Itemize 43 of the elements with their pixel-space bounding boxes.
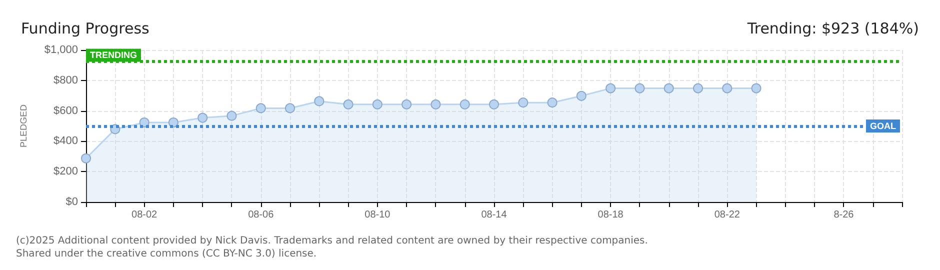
chart-subtitle: Trending: $923 (184%) bbox=[746, 20, 920, 38]
x-tick-label: 08-14 bbox=[481, 210, 508, 220]
y-tick-label: $400 bbox=[54, 135, 78, 148]
point bbox=[722, 83, 732, 94]
point bbox=[547, 98, 558, 108]
text: (c)2025 Additional content provided by Nick Davis. Trademarks and related content are owned by their respective companies. bbox=[16, 236, 648, 246]
x-tick-label: 08-22 bbox=[714, 210, 740, 220]
point bbox=[460, 99, 470, 110]
point bbox=[168, 118, 178, 128]
point bbox=[576, 90, 586, 101]
chart-title: Funding Progress bbox=[21, 20, 150, 38]
ref-line-label: GOAL bbox=[870, 121, 896, 131]
ref-line-label: TRENDING bbox=[90, 50, 137, 60]
x-tick-label: 8-26 bbox=[834, 210, 854, 220]
point bbox=[372, 99, 382, 110]
point bbox=[81, 153, 91, 164]
y-tick-label: $200 bbox=[54, 166, 78, 178]
point bbox=[285, 103, 295, 114]
point bbox=[518, 98, 528, 108]
point bbox=[606, 83, 616, 94]
point bbox=[139, 118, 150, 128]
point bbox=[226, 110, 237, 121]
point bbox=[314, 96, 324, 106]
y-tick-label: $600 bbox=[54, 104, 78, 117]
point bbox=[343, 99, 354, 110]
point bbox=[664, 83, 674, 94]
x-tick-label: 08-18 bbox=[598, 210, 624, 220]
y-tick-label: $800 bbox=[54, 74, 78, 86]
point bbox=[198, 112, 208, 123]
y-axis-title: PLEDGED bbox=[18, 104, 28, 148]
point bbox=[634, 83, 645, 94]
y-tick-label: $0 bbox=[66, 196, 78, 208]
text: Shared under the creative commons (CC BY-NC 3.0) license. bbox=[16, 248, 317, 260]
point bbox=[751, 83, 762, 94]
x-tick-label: 08-06 bbox=[248, 210, 274, 220]
point bbox=[256, 103, 266, 114]
point bbox=[430, 99, 441, 110]
x-tick-label: 08-02 bbox=[131, 210, 158, 220]
point bbox=[693, 83, 703, 94]
point bbox=[489, 99, 499, 110]
y-tick-label: $1,000 bbox=[44, 44, 78, 56]
point bbox=[402, 99, 412, 110]
x-tick-label: 08-10 bbox=[364, 210, 391, 220]
